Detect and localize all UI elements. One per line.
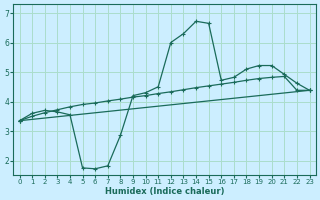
X-axis label: Humidex (Indice chaleur): Humidex (Indice chaleur) xyxy=(105,187,224,196)
